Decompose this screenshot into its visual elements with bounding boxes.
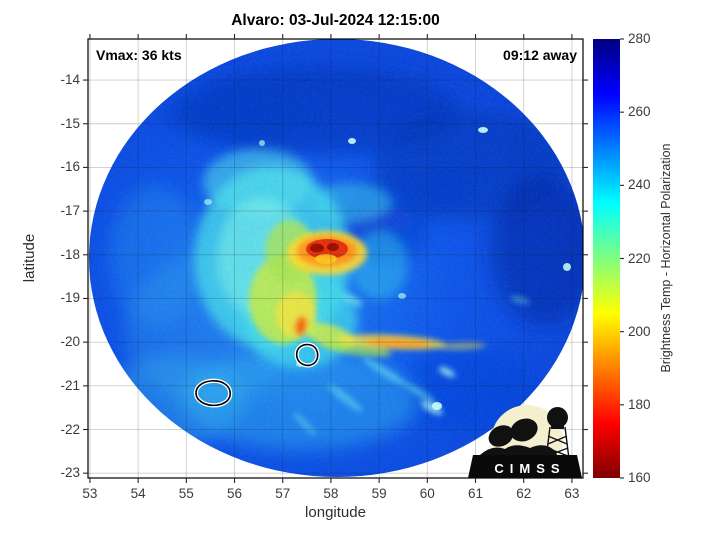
x-tick-label: 61: [468, 486, 484, 501]
y-tick-label: -22: [60, 421, 80, 437]
water-tower-icon: [545, 407, 570, 460]
logo-text: CIMSS: [494, 461, 565, 476]
x-tick-label: 60: [419, 486, 435, 501]
center-candidate-contours: [193, 342, 320, 408]
plot-border: [87, 38, 584, 479]
logo-banner: [468, 455, 582, 478]
colorbar-tick-label: 280: [628, 31, 651, 46]
y-tick-label: -18: [60, 246, 80, 262]
plot-title: Alvaro: 03-Jul-2024 12:15:00: [231, 12, 440, 29]
x-tick-label: 58: [323, 486, 339, 501]
colorbar-tick-label: 160: [628, 470, 651, 485]
vmax-annotation: Vmax: 36 kts: [96, 47, 182, 63]
colorbar-tick-label: 200: [628, 323, 651, 339]
colorbar-tick-label: 240: [628, 177, 651, 193]
y-tick-label: -20: [60, 334, 80, 350]
satellite-dishes-icon: [480, 418, 558, 458]
y-tick-label: -14: [60, 72, 80, 88]
tick-marks: [83, 34, 624, 483]
x-tick-label: 56: [227, 486, 243, 501]
y-tick-label: -21: [60, 377, 80, 393]
y-tick-label: -19: [60, 290, 80, 306]
y-tick-label: -16: [60, 159, 80, 175]
y-tick-label: -15: [60, 115, 80, 131]
x-tick-label: 57: [275, 486, 291, 501]
colorbar-tick-label: 260: [628, 104, 651, 120]
y-tick-label: -17: [60, 203, 80, 219]
x-tick-label: 62: [516, 486, 532, 501]
colorbar-tick-label: 220: [628, 250, 651, 266]
x-tick-label: 54: [130, 486, 146, 501]
x-tick-label: 53: [82, 486, 98, 501]
colorbar-tick-label: 180: [628, 396, 651, 412]
cimss-logo: CIMSS: [468, 405, 582, 478]
x-axis-label: longitude: [305, 504, 366, 521]
x-tick-label: 55: [178, 486, 194, 501]
time-away-annotation: 09:12 away: [503, 47, 577, 63]
y-axis-label: latitude: [21, 233, 38, 283]
colorbar: [593, 39, 620, 478]
x-tick-label: 59: [371, 486, 387, 501]
y-tick-label: -23: [60, 465, 80, 481]
x-tick-label: 63: [564, 486, 580, 501]
swath-image: [89, 39, 583, 477]
